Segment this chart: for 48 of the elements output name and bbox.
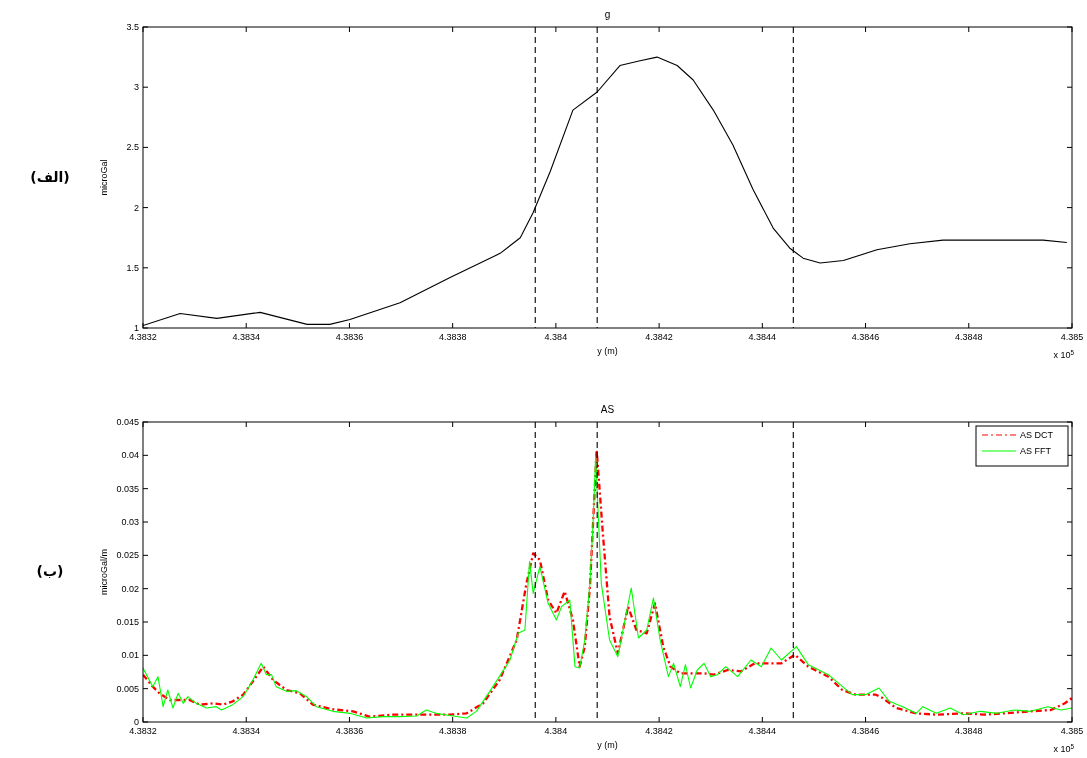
x-tick-label: 4.3834 (232, 332, 260, 342)
x-tick-label: 4.3844 (748, 726, 777, 736)
x-tick-label: 4.384 (544, 726, 568, 736)
y-tick-label: 0.025 (116, 550, 139, 561)
x-tick-label: 4.3846 (851, 726, 880, 736)
text: (ب) (36, 563, 64, 579)
x-axis-title: y (m) (597, 740, 618, 750)
x-axis-title: y (m) (597, 346, 618, 356)
x-tick-label: 4.385 (1060, 726, 1084, 736)
legend-label: AS FFT (1020, 446, 1052, 456)
x-tick-label: 4.3842 (645, 332, 673, 342)
text: (الف) (30, 168, 70, 185)
y-tick-label: 0.03 (121, 517, 139, 527)
x-tick-label: 4.3846 (851, 332, 880, 342)
text: x 10$^{5}$ (1053, 742, 1075, 754)
y-tick-label: 0.005 (116, 683, 139, 694)
x-tick-label: 4.3838 (438, 332, 467, 342)
y-tick-label: 0 (133, 717, 139, 727)
y-tick-label: 1.5 (126, 262, 139, 273)
text: x 10$^{5}$ (1053, 348, 1075, 360)
y-tick-label: 2.5 (126, 142, 139, 153)
y-axis-title: microGal/m (99, 548, 109, 596)
x-tick-label: 4.3836 (335, 332, 364, 342)
chart-title: AS (600, 404, 615, 415)
y-tick-label: 0.045 (116, 417, 139, 427)
y-tick-label: 0.035 (116, 483, 139, 494)
y-tick-label: 0.02 (121, 583, 139, 594)
x-tick-label: 4.3832 (129, 726, 157, 736)
y-tick-label: 1 (133, 323, 139, 333)
y-tick-label: 0.01 (121, 650, 139, 661)
x-tick-label: 4.3848 (955, 726, 983, 736)
x-tick-label: 4.3836 (335, 726, 364, 736)
x-tick-label: 4.384 (544, 332, 568, 342)
chart-title: g (604, 9, 611, 20)
y-tick-label: 0.04 (121, 450, 139, 461)
x-tick-label: 4.3834 (232, 726, 260, 736)
x-tick-label: 4.3832 (129, 332, 157, 342)
y-tick-label: 3 (133, 82, 139, 93)
x-tick-label: 4.3848 (955, 332, 983, 342)
x-tick-label: 4.3844 (748, 332, 777, 342)
y-tick-label: 2 (133, 202, 139, 213)
legend-label: AS DCT (1020, 430, 1054, 440)
y-axis-title: microGal (99, 159, 109, 196)
x-tick-label: 4.3838 (438, 726, 467, 736)
x-tick-label: 4.3842 (645, 726, 673, 736)
y-tick-label: 0.015 (116, 617, 139, 627)
x-tick-label: 4.385 (1060, 332, 1084, 342)
y-tick-label: 3.5 (126, 22, 139, 32)
